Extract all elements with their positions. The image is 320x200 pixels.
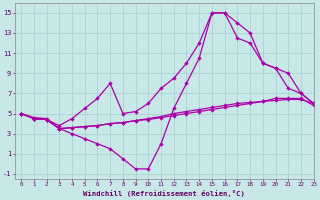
X-axis label: Windchill (Refroidissement éolien,°C): Windchill (Refroidissement éolien,°C)	[83, 190, 245, 197]
